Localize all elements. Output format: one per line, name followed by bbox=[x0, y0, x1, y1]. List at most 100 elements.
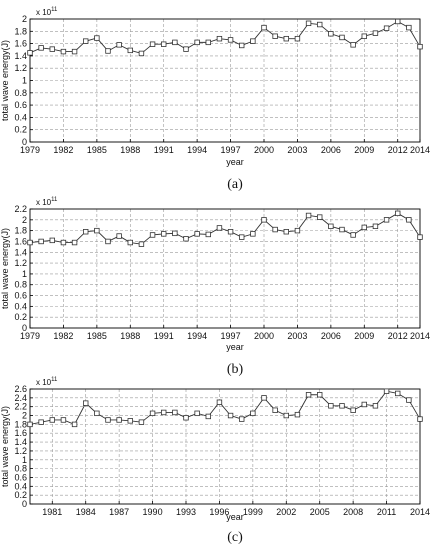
x-tick-label: 2005 bbox=[310, 507, 330, 517]
data-point bbox=[172, 39, 178, 46]
data-point bbox=[250, 38, 256, 44]
x-tick-label: 2006 bbox=[321, 145, 341, 155]
data-point bbox=[361, 33, 367, 39]
x-tick-label: 2014 bbox=[410, 331, 430, 341]
x-tick-label: 2012 bbox=[388, 331, 408, 341]
data-point bbox=[406, 217, 412, 223]
data-point bbox=[361, 401, 367, 408]
data-point bbox=[149, 41, 156, 47]
data-point bbox=[216, 225, 223, 231]
data-point bbox=[339, 403, 345, 409]
data-point bbox=[38, 238, 44, 245]
chart-panel-1: 0 0.2 0.4 0.6 0.8 1 1.2 1.4 1.6 1.8 2 1979 1982 1985 1… bbox=[0, 7, 430, 192]
x-tick-label: 2012 bbox=[388, 145, 408, 155]
data-point bbox=[350, 407, 356, 413]
data-point bbox=[127, 47, 133, 54]
x-tick-label: 2009 bbox=[354, 331, 374, 341]
data-point bbox=[161, 41, 167, 47]
data-point bbox=[60, 239, 67, 246]
data-point bbox=[60, 417, 67, 423]
x-tick-label: 1979 bbox=[20, 145, 40, 155]
x-tick-label: 1999 bbox=[243, 507, 263, 517]
data-point bbox=[361, 224, 367, 231]
x-tick-label: 1982 bbox=[53, 145, 73, 155]
data-point bbox=[94, 227, 100, 234]
y-tick-label: 1.8 bbox=[14, 26, 27, 36]
x-axis-label: year bbox=[226, 157, 244, 167]
data-point bbox=[417, 416, 423, 422]
data-point bbox=[339, 226, 345, 233]
x-tick-label: 1997 bbox=[221, 145, 241, 155]
y-tick-label: 2.2 bbox=[14, 204, 27, 214]
data-point bbox=[183, 415, 189, 421]
y-tick-label: 0.2 bbox=[14, 312, 27, 322]
y-exponent-label: x 1011 bbox=[36, 7, 58, 17]
y-tick-label: 0.4 bbox=[14, 112, 27, 122]
x-tick-label: 1990 bbox=[143, 507, 163, 517]
data-point bbox=[317, 214, 323, 220]
chart-panel-3: 00.20.40.60.811.21.41.61.822.22.42.6 1981… bbox=[0, 377, 430, 545]
data-point bbox=[328, 31, 334, 37]
data-point bbox=[183, 236, 189, 242]
y-tick-label: 0.8 bbox=[14, 464, 27, 474]
data-point bbox=[149, 232, 156, 238]
x-tick-label: 1991 bbox=[154, 145, 174, 155]
data-point bbox=[283, 229, 289, 235]
y-tick-label: 0.2 bbox=[14, 490, 27, 500]
x-tick-label: 2000 bbox=[254, 331, 274, 341]
data-point bbox=[94, 35, 100, 41]
data-point bbox=[383, 217, 390, 223]
data-point bbox=[239, 234, 245, 240]
x-tick-label: 1988 bbox=[120, 145, 140, 155]
y-tick-label: 0.4 bbox=[14, 301, 27, 311]
data-point bbox=[417, 234, 423, 240]
data-point bbox=[261, 395, 267, 401]
data-point bbox=[49, 417, 55, 423]
y-tick-label: 0 bbox=[22, 499, 27, 509]
data-point bbox=[317, 21, 323, 28]
data-point bbox=[116, 417, 122, 423]
data-point bbox=[205, 39, 211, 46]
data-point bbox=[194, 410, 200, 417]
data-point bbox=[27, 50, 33, 56]
y-tick-label: 0.8 bbox=[14, 88, 27, 98]
data-point bbox=[227, 37, 234, 43]
y-tick-label: 1.6 bbox=[14, 428, 27, 438]
y-tick-label: 1.2 bbox=[14, 446, 27, 456]
data-point bbox=[127, 418, 133, 424]
data-point bbox=[283, 412, 289, 419]
plot-frame bbox=[29, 388, 421, 505]
y-exponent-power: 11 bbox=[51, 197, 58, 203]
data-point bbox=[272, 33, 278, 39]
y-axis-label: total wave energy(J) bbox=[0, 228, 10, 309]
x-axis-label: year bbox=[226, 342, 244, 352]
x-tick-label: 2014 bbox=[410, 507, 430, 517]
data-point bbox=[305, 20, 312, 27]
data-point bbox=[83, 38, 89, 44]
data-point bbox=[116, 42, 122, 48]
x-tick-label: 2011 bbox=[377, 507, 396, 517]
data-point bbox=[372, 403, 379, 409]
panel-caption: (c) bbox=[227, 530, 243, 545]
data-point bbox=[71, 239, 78, 246]
y-axis-label: total wave energy(J) bbox=[0, 406, 10, 487]
y-tick-label: 0.6 bbox=[14, 100, 27, 110]
data-point bbox=[38, 419, 44, 425]
y-tick-label: 1 bbox=[22, 269, 27, 279]
data-point bbox=[172, 230, 178, 237]
data-point bbox=[138, 419, 145, 425]
data-point bbox=[105, 48, 111, 54]
data-point bbox=[71, 421, 78, 428]
data-point bbox=[261, 24, 267, 31]
y-tick-label: 2.6 bbox=[14, 384, 27, 394]
data-point bbox=[216, 35, 223, 42]
data-point bbox=[239, 416, 245, 422]
data-point bbox=[49, 237, 55, 244]
y-tick-label: 1.6 bbox=[14, 39, 27, 49]
y-tick-label: 2.2 bbox=[14, 402, 27, 412]
x-tick-label: 2003 bbox=[287, 145, 307, 155]
x-tick-label: 1993 bbox=[176, 507, 196, 517]
data-point bbox=[116, 233, 122, 239]
